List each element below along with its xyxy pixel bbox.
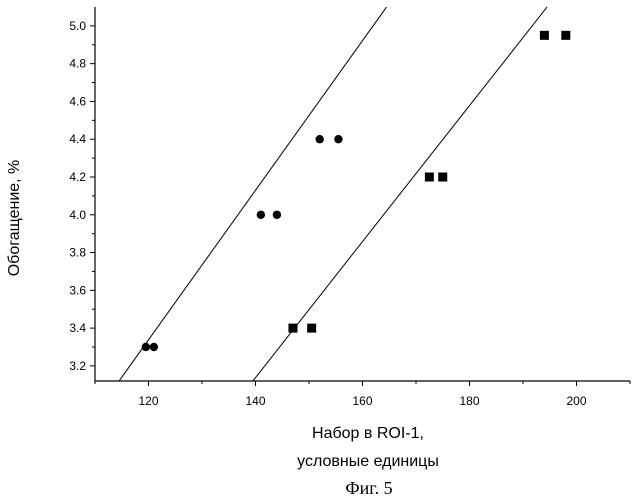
circle-data-point	[257, 211, 265, 219]
square-data-point	[425, 173, 434, 182]
circle-data-point	[316, 135, 324, 143]
fit-line-series-1	[119, 7, 387, 381]
figure-caption: Фиг. 5	[345, 478, 392, 498]
y-tick-label: 3.4	[69, 321, 86, 335]
y-axis-label: Обогащение, %	[6, 160, 23, 277]
circle-data-point	[334, 135, 342, 143]
y-tick-label: 4.0	[69, 208, 86, 222]
circle-data-point	[142, 343, 150, 351]
x-tick-label: 120	[138, 394, 158, 408]
x-tick-label: 200	[566, 394, 586, 408]
y-tick-label: 3.2	[69, 359, 86, 373]
y-tick-label: 4.8	[69, 57, 86, 71]
x-tick-label: 140	[245, 394, 265, 408]
y-tick-label: 3.6	[69, 283, 86, 297]
x-axis-label-line1: Набор в ROI-1,	[312, 425, 424, 442]
plot-area	[119, 7, 570, 381]
x-tick-label: 180	[459, 394, 479, 408]
y-tick-label: 4.4	[69, 132, 86, 146]
y-tick-label: 3.8	[69, 246, 86, 260]
square-data-point	[561, 31, 570, 40]
circle-data-point	[150, 343, 158, 351]
x-tick-label: 160	[352, 394, 372, 408]
y-tick-label: 4.6	[69, 94, 86, 108]
square-data-point	[307, 324, 316, 333]
circle-data-point	[273, 211, 281, 219]
square-data-point	[438, 173, 447, 182]
y-tick-label: 4.2	[69, 170, 86, 184]
x-axis-label-line2: условные единицы	[297, 453, 439, 470]
square-data-point	[540, 31, 549, 40]
y-tick-label: 5.0	[69, 19, 86, 33]
square-data-point	[288, 324, 297, 333]
